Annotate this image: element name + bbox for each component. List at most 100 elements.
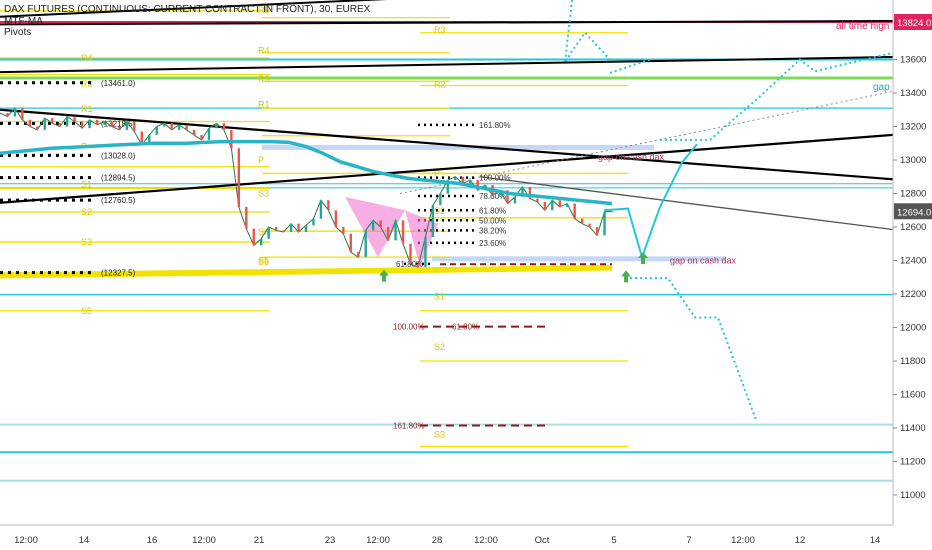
candle xyxy=(610,211,614,213)
x-tick-label: 12:00 xyxy=(192,535,216,546)
y-tick-label: 13400 xyxy=(900,88,926,99)
candle xyxy=(73,116,76,122)
x-tick-label: 23 xyxy=(325,535,336,546)
candle xyxy=(185,124,188,130)
candle xyxy=(215,123,218,129)
candle xyxy=(513,196,517,204)
candle xyxy=(36,126,39,130)
fib-extension-label: 100.00% xyxy=(393,323,425,332)
x-tick-label: Oct xyxy=(535,535,550,546)
candle xyxy=(282,230,285,233)
dotted-level-label: (12894.5) xyxy=(101,174,136,183)
candle xyxy=(177,124,181,130)
candle xyxy=(603,211,606,236)
candle xyxy=(446,180,450,194)
candle xyxy=(304,225,308,233)
candle xyxy=(558,200,561,207)
x-tick-label: 5 xyxy=(611,535,616,546)
x-tick-label: 12 xyxy=(795,535,806,546)
price-tag xyxy=(894,203,932,220)
pivot-label: S2 xyxy=(81,207,92,217)
y-tick-label: 12600 xyxy=(900,222,926,233)
candle xyxy=(394,220,397,241)
x-tick-label: 12:00 xyxy=(731,535,755,546)
candle xyxy=(476,180,479,191)
candle xyxy=(148,134,151,145)
candle xyxy=(13,108,17,117)
candle xyxy=(6,113,9,117)
candle xyxy=(118,126,121,130)
gap-zone-upper xyxy=(262,144,654,150)
indicator-pivots[interactable]: Pivots xyxy=(4,27,32,38)
pivot-label: S1 xyxy=(434,292,445,302)
y-tick-label: 11600 xyxy=(900,390,926,401)
price-line xyxy=(0,107,613,268)
candle xyxy=(207,128,211,140)
trendline-grey xyxy=(479,176,894,231)
candle xyxy=(312,218,315,226)
candle xyxy=(43,118,46,130)
candle xyxy=(200,134,203,140)
pivot-label: S4 xyxy=(258,227,269,237)
candle xyxy=(506,190,509,204)
candle xyxy=(454,176,457,181)
candle xyxy=(260,238,263,246)
candle xyxy=(125,121,129,130)
candle xyxy=(95,119,99,125)
candle xyxy=(170,123,173,130)
pivot-label: R3 xyxy=(434,25,446,35)
fib-level-label: 161.80% xyxy=(479,121,511,130)
candle xyxy=(357,252,360,258)
candle xyxy=(595,227,599,236)
pivot-label: R5 xyxy=(258,5,270,15)
up-arrow-icon xyxy=(638,251,648,264)
pivot-label: R4 xyxy=(258,45,270,55)
price-tag-label: 12694.0 xyxy=(897,207,931,218)
indicator-mtf-ma[interactable]: MTF-MA xyxy=(4,16,43,27)
fib-level-label: 50.00% xyxy=(479,216,506,225)
candle xyxy=(267,227,270,239)
y-tick-label: 11800 xyxy=(900,356,926,367)
trendline-dotted xyxy=(399,90,894,195)
dotted-level-label: (12760.5) xyxy=(101,196,136,205)
annotation-all-time-high: all time high xyxy=(836,21,889,32)
x-tick-label: 14 xyxy=(870,535,881,546)
trendline-upper xyxy=(0,56,894,74)
candle xyxy=(237,148,241,207)
candle xyxy=(319,200,323,219)
price-tag xyxy=(894,14,932,30)
y-tick-label: 11400 xyxy=(900,423,926,434)
candle xyxy=(327,200,330,211)
pivot-label: R2 xyxy=(434,80,446,90)
candle xyxy=(528,186,532,199)
fib-level-label: 100.00% xyxy=(479,174,511,183)
gap-zone-lower xyxy=(432,256,726,262)
candle xyxy=(297,223,300,233)
candle xyxy=(424,237,427,268)
projection-dotted xyxy=(564,0,611,64)
pivot-label: R1 xyxy=(81,104,93,114)
dotted-level-label: (13028.0) xyxy=(101,151,136,160)
pivot-label: S3 xyxy=(258,189,269,199)
candle xyxy=(551,200,554,211)
x-tick-label: 21 xyxy=(254,535,265,546)
y-tick-label: 13600 xyxy=(900,55,926,66)
x-tick-label: 12:00 xyxy=(366,535,390,546)
trendline-top xyxy=(0,0,388,18)
candle xyxy=(379,220,382,228)
dotted-level-label: (13461.0) xyxy=(101,79,136,88)
candle xyxy=(468,180,472,184)
trendline-ascending xyxy=(0,133,894,204)
candle xyxy=(140,131,144,145)
candle xyxy=(28,119,32,127)
candle xyxy=(580,218,584,224)
x-tick-label: 16 xyxy=(147,535,158,546)
up-arrow-icon xyxy=(379,269,389,282)
candle xyxy=(103,121,106,125)
y-tick-label: 12200 xyxy=(900,289,926,300)
x-tick-label: 7 xyxy=(686,535,691,546)
candle xyxy=(222,123,226,130)
pivot-label: S5 xyxy=(81,306,92,316)
